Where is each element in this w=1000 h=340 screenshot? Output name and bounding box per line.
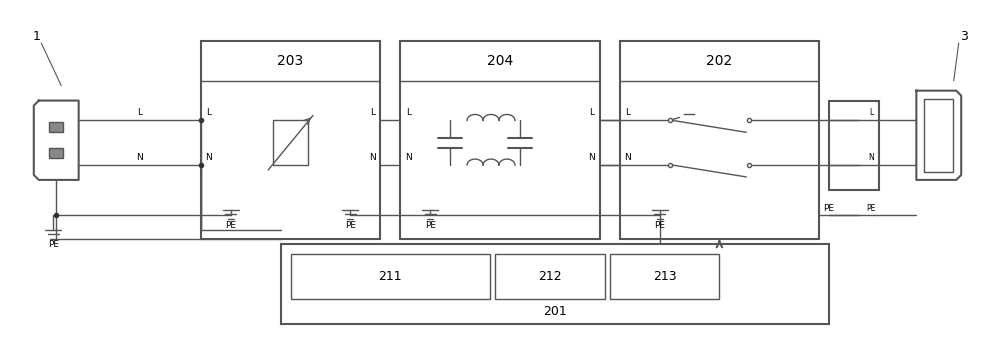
Text: L: L bbox=[406, 108, 411, 117]
FancyBboxPatch shape bbox=[620, 41, 819, 239]
Text: N: N bbox=[588, 153, 595, 162]
Text: 201: 201 bbox=[543, 305, 567, 318]
Text: N: N bbox=[369, 153, 376, 162]
Text: L: L bbox=[206, 108, 211, 117]
FancyBboxPatch shape bbox=[281, 244, 829, 324]
FancyBboxPatch shape bbox=[829, 101, 879, 190]
Text: N: N bbox=[205, 153, 212, 162]
Text: PE: PE bbox=[824, 204, 835, 213]
FancyBboxPatch shape bbox=[924, 99, 953, 172]
Text: L: L bbox=[625, 108, 630, 117]
FancyBboxPatch shape bbox=[495, 254, 605, 299]
Text: 213: 213 bbox=[653, 270, 676, 283]
Text: 212: 212 bbox=[538, 270, 562, 283]
Text: N: N bbox=[868, 153, 874, 162]
Text: N: N bbox=[624, 153, 631, 162]
Text: PE: PE bbox=[48, 240, 59, 249]
FancyBboxPatch shape bbox=[610, 254, 719, 299]
FancyBboxPatch shape bbox=[400, 41, 600, 239]
Text: N: N bbox=[405, 153, 412, 162]
Text: 211: 211 bbox=[378, 270, 402, 283]
FancyBboxPatch shape bbox=[291, 254, 490, 299]
Text: PE: PE bbox=[654, 221, 665, 230]
FancyBboxPatch shape bbox=[49, 122, 63, 132]
Text: L: L bbox=[370, 108, 375, 117]
Text: PE: PE bbox=[866, 204, 876, 213]
Text: PE: PE bbox=[345, 221, 356, 230]
Text: PE: PE bbox=[225, 221, 236, 230]
Text: 203: 203 bbox=[277, 54, 304, 68]
FancyBboxPatch shape bbox=[201, 41, 380, 239]
Text: N: N bbox=[136, 153, 143, 162]
Text: 1: 1 bbox=[32, 30, 40, 42]
Text: L: L bbox=[137, 108, 142, 117]
Text: PE: PE bbox=[425, 221, 436, 230]
FancyBboxPatch shape bbox=[49, 148, 63, 158]
Text: 202: 202 bbox=[706, 54, 733, 68]
Text: 204: 204 bbox=[487, 54, 513, 68]
Text: L: L bbox=[589, 108, 594, 117]
Text: L: L bbox=[869, 108, 873, 117]
FancyBboxPatch shape bbox=[273, 120, 308, 165]
Text: 3: 3 bbox=[960, 30, 968, 42]
